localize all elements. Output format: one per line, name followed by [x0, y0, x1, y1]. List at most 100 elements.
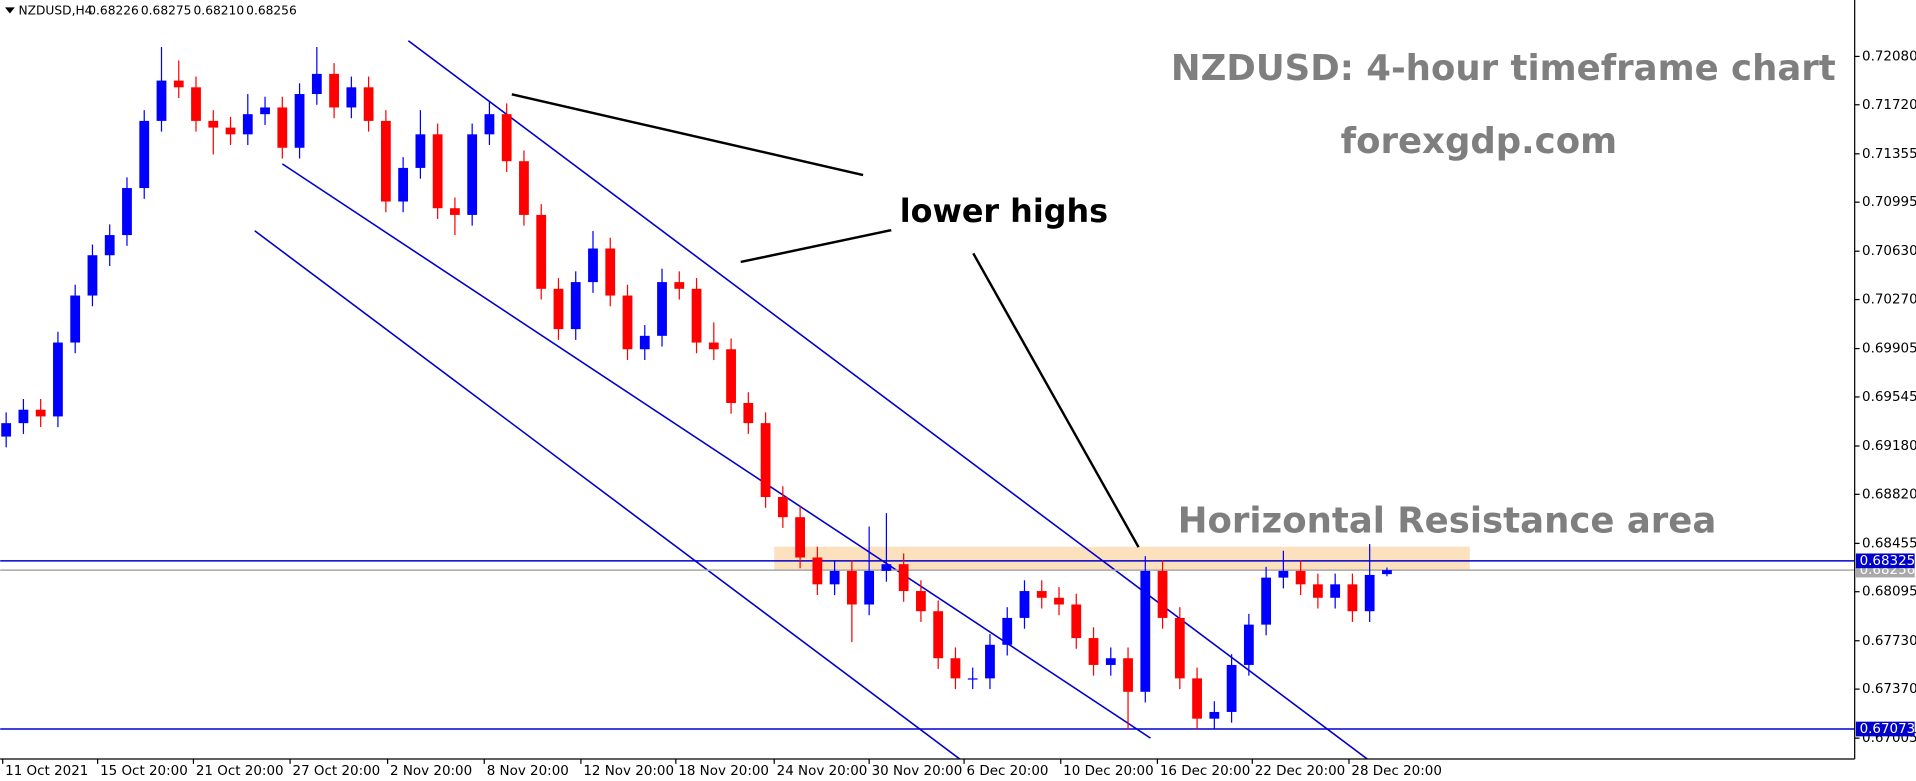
candle-body [1209, 711, 1220, 719]
x-tick-label: 24 Nov 20:00 [777, 764, 868, 779]
candle-body [1278, 570, 1289, 578]
candle-body [777, 497, 788, 518]
y-tick-label: 0.69905 [1862, 342, 1916, 357]
candle-body [139, 120, 150, 189]
candle-body [380, 120, 391, 202]
candle-body [588, 248, 598, 283]
channel-line [254, 230, 961, 759]
candle-body [1105, 658, 1116, 665]
candle-body [795, 517, 806, 558]
price-tag [1855, 553, 1915, 569]
candle-body [916, 591, 926, 612]
candle-body [1157, 570, 1168, 618]
candle-body [674, 282, 685, 289]
candle-body [605, 248, 616, 296]
candle-body [1192, 678, 1202, 719]
candle-body [484, 114, 495, 135]
candle-body [311, 73, 322, 95]
header: NZDUSD,H4 0.68226 0.68275 0.68210 0.68256 [5, 4, 297, 18]
candle-body [501, 114, 512, 162]
candle-body [639, 335, 650, 350]
candle-body [87, 255, 98, 296]
y-tick-label: 0.70270 [1862, 293, 1916, 308]
candle-body [1243, 624, 1254, 665]
candle-body [53, 342, 63, 417]
x-tick-label: 28 Dec 20:00 [1351, 764, 1441, 779]
pointer-line [740, 228, 892, 264]
candle-body [864, 570, 875, 605]
candle-body [1226, 664, 1237, 712]
candle-body [829, 570, 840, 585]
x-tick-label: 6 Dec 20:00 [967, 764, 1049, 779]
candle-body [881, 564, 892, 571]
chart-subtitle: forexgdp.com [1341, 121, 1617, 162]
x-tick-label: 16 Dec 20:00 [1160, 764, 1250, 779]
candle-body [242, 114, 253, 135]
x-tick-label: 21 Oct 20:00 [196, 764, 284, 779]
x-tick-label: 10 Dec 20:00 [1063, 764, 1153, 779]
candle-body [450, 208, 460, 215]
candle-body [432, 134, 443, 209]
y-tick-label: 0.69180 [1862, 439, 1916, 454]
candle-body [1347, 584, 1358, 612]
candle-body [1261, 577, 1272, 625]
candle-body [173, 80, 184, 88]
candle-body [812, 557, 823, 585]
candle-body [622, 295, 633, 350]
candle-body [708, 342, 719, 350]
candle-body [553, 288, 564, 330]
y-tick-label: 0.72080 [1862, 49, 1916, 64]
candle-body [1382, 570, 1392, 575]
candle-body [1123, 658, 1133, 692]
candle-body [18, 409, 29, 424]
x-tick-label: 12 Nov 20:00 [583, 764, 674, 779]
axes: 0.72080 0.71720 0.71355 0.70995 0.70630 0.702… [2, 49, 1916, 779]
candle-body [967, 678, 978, 680]
pointer-line [972, 252, 1140, 548]
y-tick-label: 0.70995 [1862, 195, 1916, 210]
candle-body [1140, 570, 1151, 692]
annotation-text: Horizontal Resistance area [1178, 501, 1717, 542]
candle-body [1295, 570, 1306, 585]
annotations: lower highs Horizontal Resistance area N… [511, 48, 1836, 548]
candle-body [1088, 638, 1099, 665]
candle-body [933, 611, 944, 659]
candle-body [1036, 591, 1047, 598]
candle-body [1019, 591, 1030, 618]
x-tick-label: 22 Dec 20:00 [1255, 764, 1345, 779]
candle-body [70, 295, 81, 343]
candle-body [1, 423, 12, 437]
candle-body [1054, 597, 1064, 605]
x-tick-label: 8 Nov 20:00 [487, 764, 569, 779]
price-tag-label: 0.68325 [1860, 554, 1916, 569]
candle-body [950, 658, 961, 679]
header-symbol: NZDUSD,H4 [18, 4, 92, 18]
candle-body [519, 161, 529, 215]
header-value: 0.68275 [141, 4, 192, 18]
candle-body [156, 80, 167, 121]
candle-body [1174, 617, 1185, 679]
candle-body [570, 282, 581, 330]
candle-body [225, 127, 236, 135]
x-tick-label: 27 Oct 20:00 [293, 764, 381, 779]
plot-area [0, 40, 1855, 759]
candle-body [191, 87, 201, 121]
header-value: 0.68256 [246, 4, 297, 18]
candle-body [760, 423, 771, 498]
header-value: 0.68226 [88, 4, 139, 18]
y-tick-label: 0.68095 [1862, 585, 1916, 600]
candle-body [657, 282, 667, 336]
candle-body [726, 349, 736, 403]
candle-body [398, 167, 409, 202]
candle-body [1002, 617, 1013, 645]
candle-body [122, 188, 132, 236]
candle-body [346, 87, 357, 108]
y-tick-label: 0.67370 [1862, 682, 1916, 697]
y-tick-label: 0.71720 [1862, 98, 1916, 113]
candle-body [846, 570, 857, 605]
candle-body [277, 107, 288, 148]
x-tick-label: 30 Nov 20:00 [872, 764, 963, 779]
channel-line [407, 40, 1369, 759]
